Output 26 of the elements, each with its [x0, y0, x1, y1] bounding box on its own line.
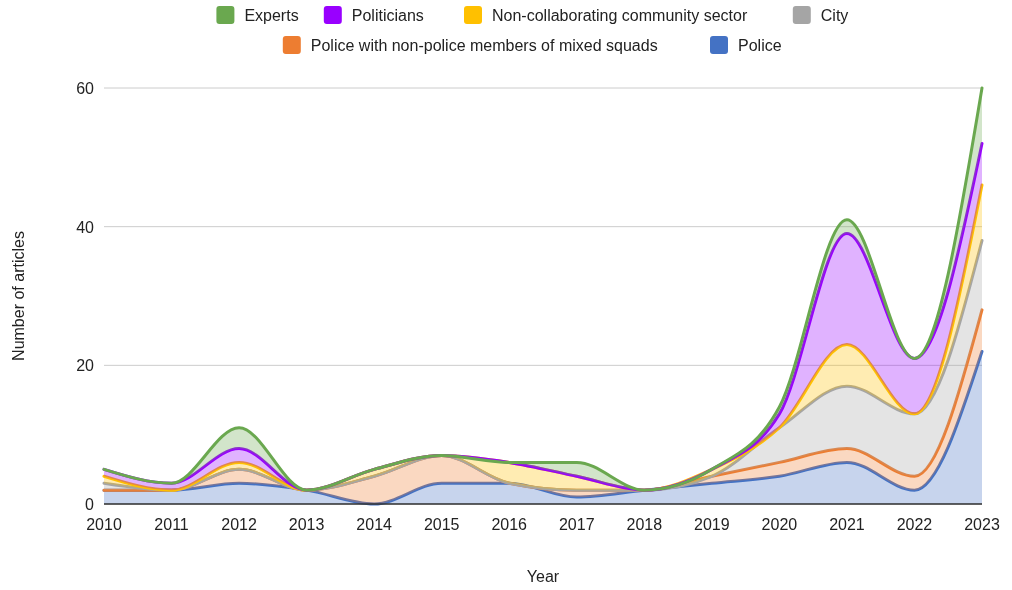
x-tick-label: 2014: [356, 516, 393, 533]
legend-label: Experts: [244, 7, 299, 24]
y-axis-title: Number of articles: [10, 231, 27, 361]
x-axis-title: Year: [526, 568, 560, 585]
x-tick-label: 2013: [288, 516, 325, 533]
legend-label: Politicians: [351, 7, 424, 24]
y-tick-label: 40: [76, 218, 95, 236]
legend-label: Police with non-police members of mixed squads: [310, 37, 658, 54]
x-tick-label: 2012: [221, 516, 257, 533]
x-tick-label: 2016: [491, 516, 528, 533]
y-tick-label: 60: [76, 80, 95, 97]
x-tick-label: 2010: [86, 516, 122, 533]
x-tick-label: 2020: [761, 516, 798, 533]
x-tick-label: 2017: [558, 516, 595, 533]
legend-label: Police: [738, 37, 782, 54]
x-tick-label: 2015: [423, 516, 460, 533]
x-tick-label: 2018: [626, 516, 663, 533]
y-tick-label: 0: [85, 496, 95, 513]
y-tick-label: 20: [76, 357, 95, 375]
x-tick-label: 2019: [694, 516, 730, 533]
x-tick-label: 2011: [154, 516, 189, 533]
x-tick-label: 2021: [829, 516, 865, 533]
legend-label: City: [820, 7, 849, 24]
x-tick-label: 2022: [896, 516, 933, 533]
legend-label: Non-collaborating community sector: [492, 7, 748, 24]
x-tick-label: 2023: [964, 516, 1000, 533]
